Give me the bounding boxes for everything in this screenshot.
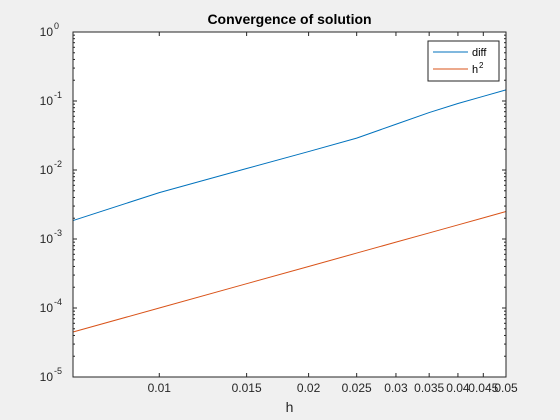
y-tick-label: 10 [40,25,54,39]
legend-label: h [472,64,478,76]
y-tick-label-base: 10 [40,370,54,384]
plot-area [73,32,506,377]
y-tick-label: 10 [40,370,54,384]
y-tick-label: 10 [40,94,54,108]
y-tick-label-base: 10 [40,232,54,246]
y-tick-label-base: 10 [40,163,54,177]
y-tick-label-exponent: -2 [54,159,62,169]
axes-box [72,31,507,378]
series-layer [72,89,507,333]
y-tick-label-exponent: -1 [54,90,62,100]
x-tick-label: 0.05 [494,381,518,395]
x-axis-label: h [286,399,294,415]
x-tick-label: 0.01 [148,381,172,395]
tick-layer: 0.01 0.015 0.02 0.025 0.03 0.035 0.040.0450.05… [40,21,518,395]
legend-label: diff [472,47,487,59]
x-tick-label: 0.02 [297,381,321,395]
y-tick-label: 10 [40,232,54,246]
x-tick-label: 0.045 [468,381,498,395]
y-tick-label-base: 10 [40,94,54,108]
y-tick-label-exponent: -3 [54,228,62,238]
legend: diff h 2 [427,40,500,82]
y-tick-label-base: 10 [40,25,54,39]
y-tick-label-exponent: 0 [54,21,59,31]
x-tick-label: 0.015 [232,381,262,395]
y-tick-label: 10 [40,301,54,315]
x-tick-label: 0.03 [384,381,408,395]
chart-title: Convergence of solution [207,11,371,27]
series-line-diff [72,89,507,222]
y-tick-label: 10 [40,163,54,177]
y-tick-label-exponent: -4 [54,297,62,307]
x-tick-label: 0.04 [446,381,470,395]
series-line-h-squared [72,211,507,333]
x-tick-label: 0.025 [342,381,372,395]
x-tick-label: 0.035 [414,381,444,395]
legend-box [427,40,500,82]
y-tick-label-base: 10 [40,301,54,315]
y-tick-label-exponent: -5 [54,366,62,376]
legend-label-exponent: 2 [479,61,484,70]
